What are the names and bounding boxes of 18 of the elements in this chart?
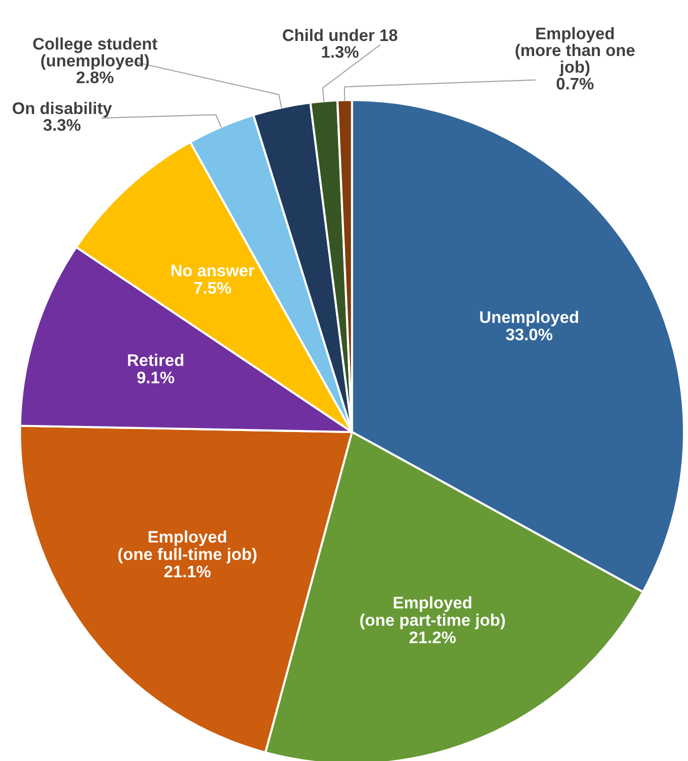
slice-label: Employed (more than one job) xyxy=(516,27,635,76)
data-label: 7.5% xyxy=(194,282,232,294)
data-label: 33.0% xyxy=(506,328,552,340)
slice-label: Unemployed xyxy=(480,310,578,326)
data-label: 0.7% xyxy=(556,78,594,90)
data-label: 3.3% xyxy=(43,119,81,131)
slice-label: Employed (one part-time job) xyxy=(360,596,505,630)
data-label: 1.3% xyxy=(322,46,359,58)
slice-label: No answer xyxy=(171,264,254,276)
data-label: 21.2% xyxy=(410,631,456,644)
data-label: 9.1% xyxy=(137,372,174,384)
slice-label: Retired xyxy=(128,354,184,366)
slice-label: College student (unemployed) xyxy=(33,37,158,70)
data-label: 2.8% xyxy=(76,71,114,84)
slice-label: Employed (one full-time job) xyxy=(118,530,256,564)
data-label: 21.1% xyxy=(164,566,211,578)
slice-label: On disability xyxy=(12,102,112,118)
slice-label: Child under 18 xyxy=(282,28,398,42)
